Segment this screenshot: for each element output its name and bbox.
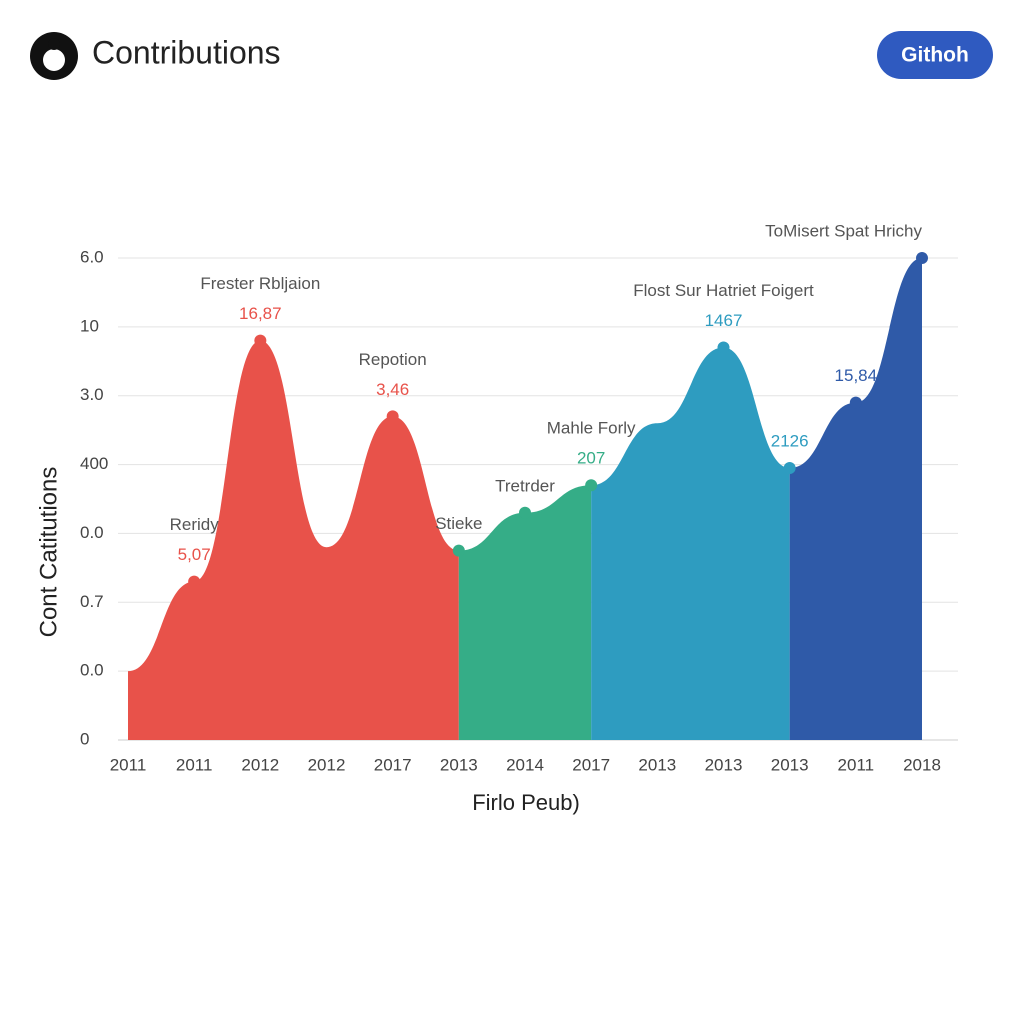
page-title: Contributions bbox=[92, 34, 281, 70]
x-tick-label: 2012 bbox=[241, 755, 279, 774]
x-tick-label: 2013 bbox=[638, 755, 676, 774]
point bbox=[916, 252, 928, 264]
area bbox=[789, 258, 922, 740]
point-number: 1467 bbox=[705, 311, 743, 330]
point-number: 5,07 bbox=[178, 545, 211, 564]
point-title: Mahle Forly bbox=[547, 419, 636, 438]
point-title: Repotion bbox=[359, 350, 427, 369]
x-tick-label: 2013 bbox=[771, 755, 809, 774]
area bbox=[591, 347, 790, 740]
x-tick-label: 2011 bbox=[838, 755, 875, 774]
y-tick-label: 6.0 bbox=[80, 247, 104, 266]
github-button-label[interactable]: Githoh bbox=[901, 44, 969, 67]
area bbox=[458, 485, 592, 740]
point bbox=[452, 544, 465, 557]
y-tick-label: 10 bbox=[80, 316, 99, 335]
x-tick-label: 2013 bbox=[440, 755, 478, 774]
point bbox=[386, 410, 399, 423]
x-tick-label: 2013 bbox=[705, 755, 743, 774]
x-tick-label: 2017 bbox=[374, 755, 412, 774]
point bbox=[783, 462, 796, 475]
point bbox=[519, 506, 531, 519]
x-axis-label: Firlo Peub) bbox=[472, 790, 580, 815]
point-number: 207 bbox=[577, 449, 605, 468]
logo bbox=[30, 32, 78, 80]
point bbox=[188, 575, 201, 588]
point-number: 3,46 bbox=[376, 380, 409, 399]
x-tick-label: 2012 bbox=[308, 755, 346, 774]
point bbox=[717, 341, 730, 354]
point-number: 16,87 bbox=[239, 304, 282, 323]
x-tick-label: 2017 bbox=[572, 755, 610, 774]
y-tick-label: 0.0 bbox=[80, 661, 104, 680]
area bbox=[128, 340, 459, 740]
y-tick-label: 400 bbox=[80, 454, 108, 473]
github-button[interactable] bbox=[877, 31, 993, 79]
point bbox=[254, 334, 267, 347]
x-tick-label: 2018 bbox=[903, 755, 941, 774]
point bbox=[849, 396, 862, 409]
point-title: Flost Sur Hatriet Foigert bbox=[633, 281, 814, 300]
x-tick-label: 2011 bbox=[110, 755, 147, 774]
point-title: Tretrder bbox=[495, 476, 555, 495]
point bbox=[585, 479, 598, 492]
point-title: Reridy bbox=[170, 515, 220, 534]
x-tick-label: 2011 bbox=[176, 755, 213, 774]
point-title: Stieke bbox=[435, 514, 482, 533]
point-number: 2126 bbox=[771, 431, 809, 450]
y-tick-label: 0 bbox=[80, 729, 89, 748]
y-tick-label: 0.7 bbox=[80, 592, 104, 611]
y-tick-label: 3.0 bbox=[80, 385, 104, 404]
point-number: 15,84 bbox=[835, 366, 878, 385]
y-tick-label: 0.0 bbox=[80, 523, 104, 542]
y-axis-label: Cont Catitutions bbox=[35, 467, 62, 638]
point-title: ToMisert Spat Hrichy bbox=[765, 221, 922, 240]
point-title: Frester Rbljaion bbox=[200, 274, 320, 293]
x-tick-label: 2014 bbox=[506, 755, 544, 774]
